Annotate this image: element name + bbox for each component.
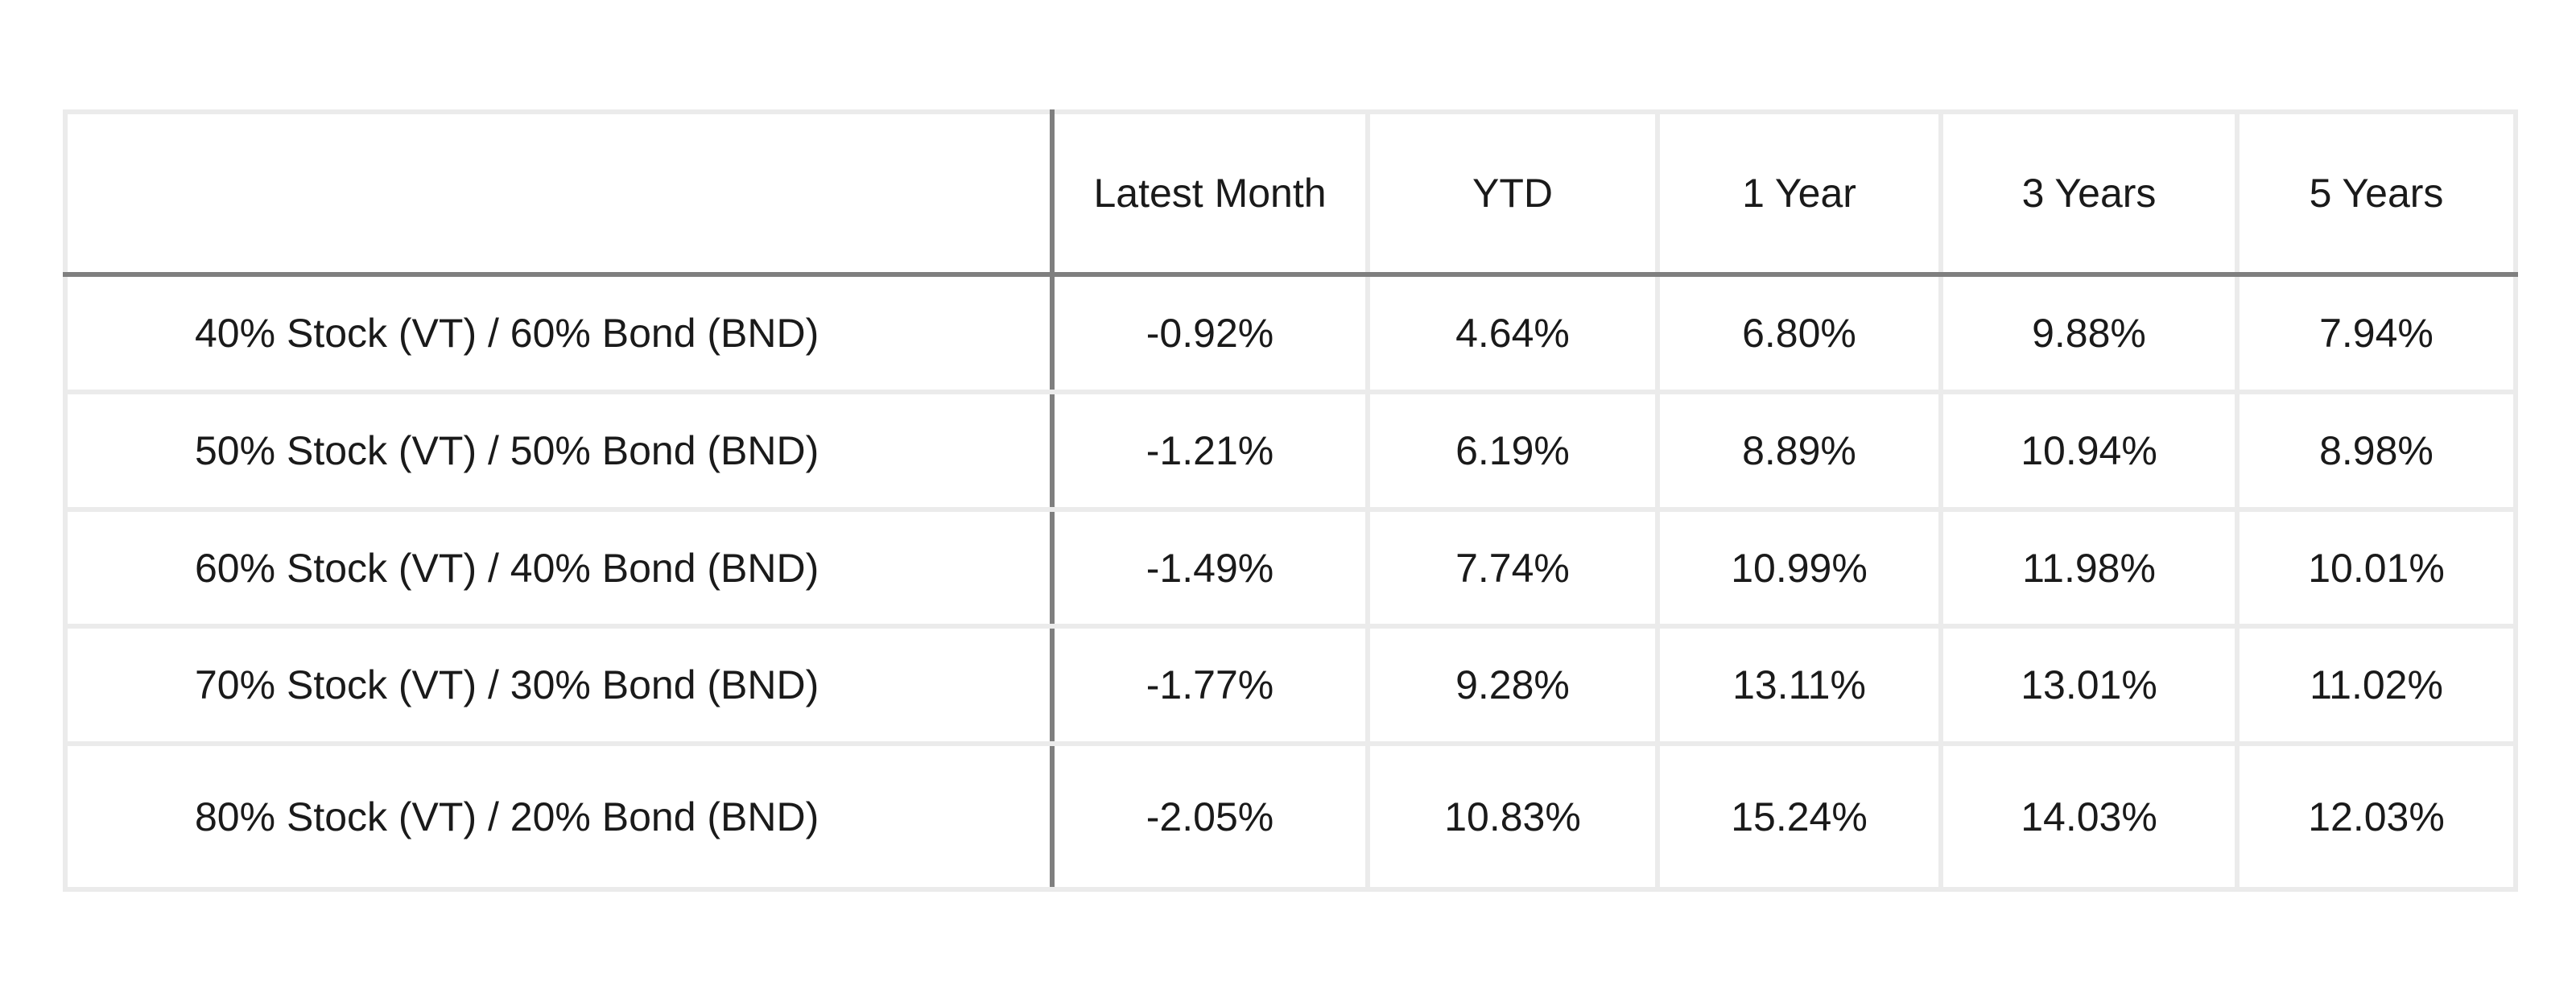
one-year-value: 15.24%: [1655, 741, 1943, 892]
one-year-value: 8.89%: [1655, 389, 1943, 512]
header-3-years: 3 Years: [1938, 109, 2240, 277]
five-years-value: 8.98%: [2235, 389, 2518, 512]
ytd-value: 6.19%: [1365, 389, 1660, 512]
header-ytd: YTD: [1365, 109, 1660, 277]
three-years-value: 14.03%: [1938, 741, 2240, 892]
header-row: Latest Month YTD 1 Year 3 Years 5 Years: [63, 109, 2518, 277]
one-year-value: 6.80%: [1655, 272, 1943, 394]
portfolio-label: 40% Stock (VT) / 60% Bond (BND): [63, 272, 1055, 394]
three-years-value: 10.94%: [1938, 389, 2240, 512]
latest-month-value: -1.77%: [1050, 624, 1370, 747]
three-years-value: 11.98%: [1938, 506, 2240, 629]
portfolio-label: 60% Stock (VT) / 40% Bond (BND): [63, 506, 1055, 629]
latest-month-value: -2.05%: [1050, 741, 1370, 892]
one-year-value: 13.11%: [1655, 624, 1943, 747]
latest-month-value: -0.92%: [1050, 272, 1370, 394]
ytd-value: 4.64%: [1365, 272, 1660, 394]
latest-month-value: -1.21%: [1050, 389, 1370, 512]
table-row: 50% Stock (VT) / 50% Bond (BND) -1.21% 6…: [63, 389, 2518, 512]
five-years-value: 7.94%: [2235, 272, 2518, 394]
ytd-value: 10.83%: [1365, 741, 1660, 892]
three-years-value: 13.01%: [1938, 624, 2240, 747]
header-latest-month: Latest Month: [1050, 109, 1370, 277]
table-row: 80% Stock (VT) / 20% Bond (BND) -2.05% 1…: [63, 741, 2518, 892]
header-5-years: 5 Years: [2235, 109, 2518, 277]
returns-table: Latest Month YTD 1 Year 3 Years 5 Years …: [63, 109, 2518, 892]
five-years-value: 12.03%: [2235, 741, 2518, 892]
table-row: 60% Stock (VT) / 40% Bond (BND) -1.49% 7…: [63, 506, 2518, 629]
portfolio-label: 80% Stock (VT) / 20% Bond (BND): [63, 741, 1055, 892]
five-years-value: 10.01%: [2235, 506, 2518, 629]
ytd-value: 7.74%: [1365, 506, 1660, 629]
five-years-value: 11.02%: [2235, 624, 2518, 747]
one-year-value: 10.99%: [1655, 506, 1943, 629]
ytd-value: 9.28%: [1365, 624, 1660, 747]
latest-month-value: -1.49%: [1050, 506, 1370, 629]
table-row: 70% Stock (VT) / 30% Bond (BND) -1.77% 9…: [63, 624, 2518, 747]
header-label-blank: [63, 109, 1055, 277]
three-years-value: 9.88%: [1938, 272, 2240, 394]
table-row: 40% Stock (VT) / 60% Bond (BND) -0.92% 4…: [63, 272, 2518, 394]
portfolio-label: 70% Stock (VT) / 30% Bond (BND): [63, 624, 1055, 747]
portfolio-label: 50% Stock (VT) / 50% Bond (BND): [63, 389, 1055, 512]
header-1-year: 1 Year: [1655, 109, 1943, 277]
